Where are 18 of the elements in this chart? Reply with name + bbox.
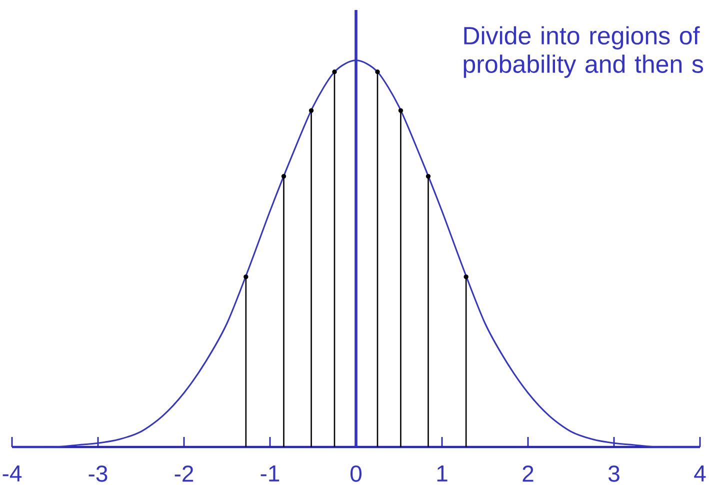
annotation: Divide into regions of probability and then s	[464, 26, 704, 78]
point	[332, 70, 337, 74]
point	[464, 274, 468, 280]
x-tick-label: 1	[437, 466, 448, 482]
point	[426, 174, 431, 179]
point	[375, 70, 380, 74]
point	[308, 108, 314, 113]
x-tick-label: -2	[174, 466, 194, 482]
x-tick-label: 2	[522, 466, 534, 482]
point	[398, 108, 404, 113]
x-tick-label: 0	[350, 466, 362, 482]
x-tick-label: -4	[2, 466, 22, 482]
point	[281, 174, 286, 179]
x-tick-label: 4	[694, 466, 706, 482]
x-tick-label: -1	[260, 466, 280, 482]
x-tick-label: 3	[608, 466, 620, 482]
x-tick-label: -3	[88, 466, 108, 482]
point	[244, 274, 248, 280]
